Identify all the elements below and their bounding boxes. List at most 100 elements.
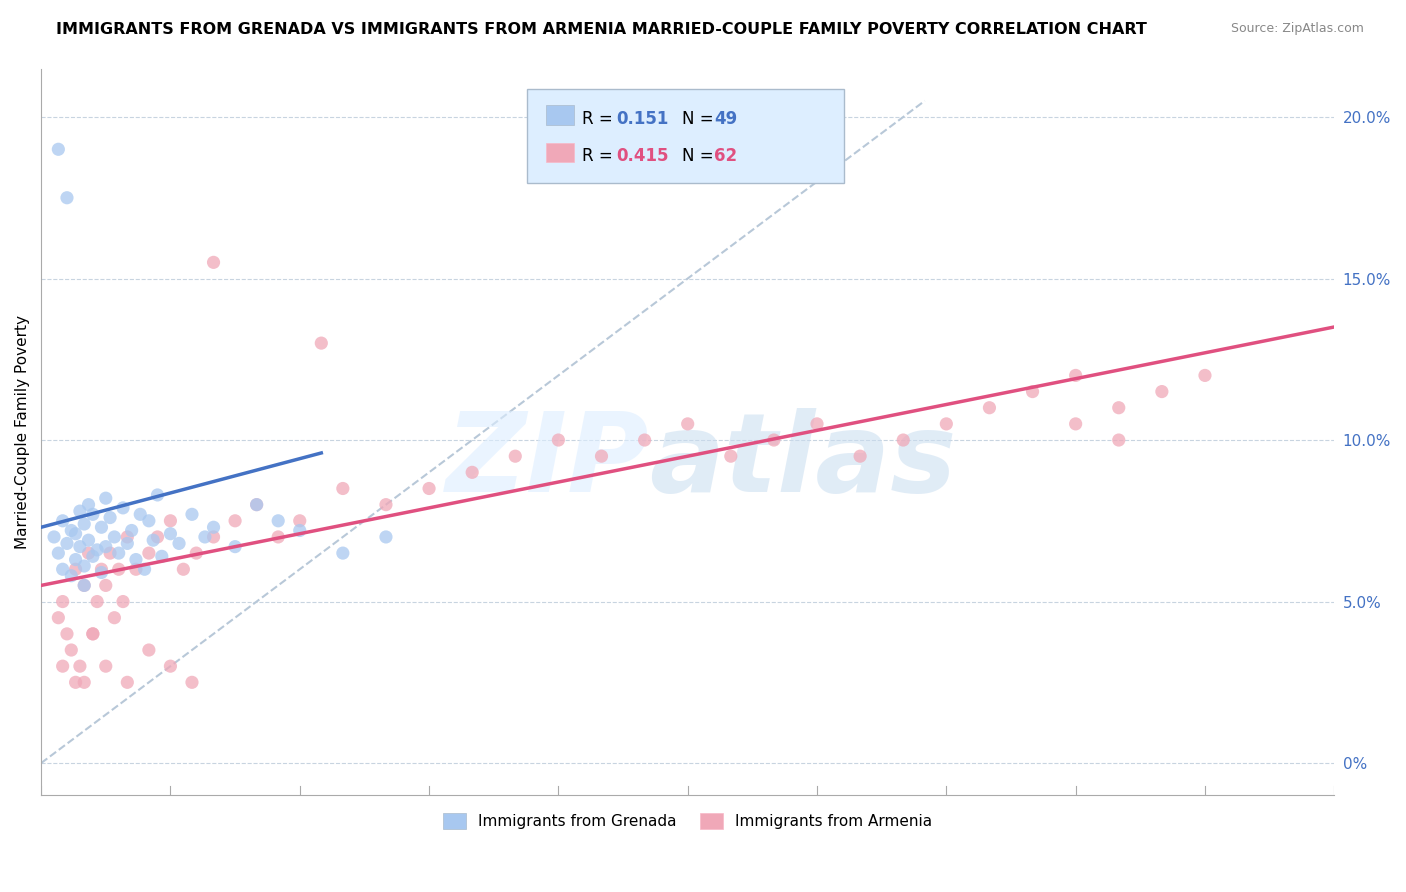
Point	[48, 546, 70, 560]
Point	[103, 611, 125, 625]
Point	[48, 142, 70, 156]
Text: N =: N =	[682, 110, 718, 128]
Point	[159, 514, 181, 528]
Point	[56, 627, 79, 641]
Point	[73, 516, 96, 531]
Text: 49: 49	[714, 110, 738, 128]
Point	[52, 562, 75, 576]
Point	[52, 594, 75, 608]
Point	[52, 514, 75, 528]
Point	[159, 526, 181, 541]
Point	[107, 562, 129, 576]
Point	[69, 540, 91, 554]
Point	[935, 417, 957, 431]
Point	[138, 643, 160, 657]
Point	[77, 546, 100, 560]
Point	[77, 533, 100, 548]
Point	[142, 533, 165, 548]
Point	[73, 578, 96, 592]
Point	[121, 524, 143, 538]
Point	[60, 643, 83, 657]
Point	[82, 508, 104, 522]
Point	[98, 546, 121, 560]
Point	[69, 504, 91, 518]
Point	[332, 482, 354, 496]
Point	[42, 530, 65, 544]
Point	[86, 542, 108, 557]
Point	[633, 433, 655, 447]
Point	[172, 562, 194, 576]
Point	[138, 546, 160, 560]
Point	[267, 514, 290, 528]
Text: atlas: atlas	[650, 408, 956, 515]
Point	[146, 488, 169, 502]
Text: R =: R =	[582, 147, 619, 165]
Point	[246, 498, 269, 512]
Point	[224, 540, 246, 554]
Point	[138, 514, 160, 528]
Point	[194, 530, 217, 544]
Point	[202, 255, 225, 269]
Point	[146, 530, 169, 544]
Point	[94, 491, 117, 506]
Text: ZIP: ZIP	[446, 408, 650, 515]
Point	[134, 562, 156, 576]
Point	[332, 546, 354, 560]
Point	[1064, 368, 1087, 383]
Point	[167, 536, 190, 550]
Text: IMMIGRANTS FROM GRENADA VS IMMIGRANTS FROM ARMENIA MARRIED-COUPLE FAMILY POVERTY: IMMIGRANTS FROM GRENADA VS IMMIGRANTS FR…	[56, 22, 1147, 37]
Point	[224, 514, 246, 528]
Point	[65, 675, 87, 690]
Point	[1150, 384, 1173, 399]
Point	[129, 508, 152, 522]
Point	[150, 549, 173, 564]
Point	[181, 508, 204, 522]
Point	[591, 449, 613, 463]
Legend: Immigrants from Grenada, Immigrants from Armenia: Immigrants from Grenada, Immigrants from…	[437, 806, 938, 835]
Text: 62: 62	[714, 147, 737, 165]
Point	[375, 498, 398, 512]
Point	[547, 433, 569, 447]
Point	[181, 675, 204, 690]
Point	[117, 530, 139, 544]
Point	[806, 417, 828, 431]
Point	[1194, 368, 1216, 383]
Point	[73, 675, 96, 690]
Point	[375, 530, 398, 544]
Point	[979, 401, 1001, 415]
Text: N =: N =	[682, 147, 718, 165]
Point	[111, 594, 134, 608]
Point	[90, 566, 112, 580]
Point	[159, 659, 181, 673]
Point	[86, 594, 108, 608]
Point	[125, 552, 148, 566]
Point	[103, 530, 125, 544]
Point	[65, 552, 87, 566]
Point	[107, 546, 129, 560]
Point	[94, 578, 117, 592]
Point	[65, 562, 87, 576]
Point	[117, 536, 139, 550]
Y-axis label: Married-Couple Family Poverty: Married-Couple Family Poverty	[15, 315, 30, 549]
Point	[202, 530, 225, 544]
Text: 0.151: 0.151	[616, 110, 668, 128]
Point	[69, 659, 91, 673]
Point	[65, 526, 87, 541]
Text: Source: ZipAtlas.com: Source: ZipAtlas.com	[1230, 22, 1364, 36]
Point	[1108, 401, 1130, 415]
Point	[90, 520, 112, 534]
Point	[52, 659, 75, 673]
Point	[90, 562, 112, 576]
Point	[82, 627, 104, 641]
Point	[94, 540, 117, 554]
Point	[676, 417, 699, 431]
Point	[186, 546, 208, 560]
Text: R =: R =	[582, 110, 619, 128]
Point	[418, 482, 440, 496]
Point	[461, 466, 484, 480]
Point	[1108, 433, 1130, 447]
Point	[125, 562, 148, 576]
Point	[720, 449, 742, 463]
Point	[202, 520, 225, 534]
Text: 0.415: 0.415	[616, 147, 668, 165]
